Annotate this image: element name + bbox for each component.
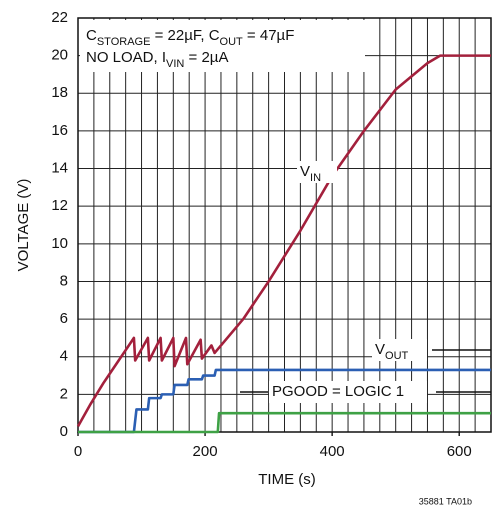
text-part: IN [310, 172, 321, 184]
plot-frame [77, 17, 492, 433]
text-part: OUT [220, 36, 244, 48]
series-label: VIN [300, 163, 321, 184]
text-part: = 22µF, C [150, 27, 219, 44]
series-label: VOUT [375, 341, 409, 362]
y-tick-label: 12 [51, 197, 68, 214]
marks [76, 54, 491, 434]
y-tick-label: 18 [51, 84, 68, 101]
y-tick-label: 14 [51, 160, 68, 177]
y-tick-label: 0 [60, 423, 68, 440]
y-tick-label: 2 [60, 385, 68, 402]
text-part: VIN [166, 58, 184, 70]
series-line [78, 368, 491, 434]
text-part: PGOOD = LOGIC 1 [272, 383, 404, 400]
y-tick-label: 10 [51, 235, 68, 252]
series-line [78, 411, 491, 434]
text-part: = 2µA [184, 49, 228, 66]
text-part: NO LOAD, I [86, 49, 166, 66]
y-tick-label: 20 [51, 47, 68, 64]
y-tick-label: 22 [51, 9, 68, 26]
text-part: OUT [385, 350, 409, 362]
annotation: CSTORAGE = 22µF, COUT = 47µF [86, 27, 294, 48]
label-bg [297, 161, 337, 183]
text-part: V [300, 163, 310, 180]
series-label: PGOOD = LOGIC 1 [272, 383, 404, 400]
text-part: C [86, 27, 97, 44]
text-part: = 47µF [243, 27, 295, 44]
text-part: STORAGE [97, 36, 151, 48]
series-line [76, 54, 491, 427]
footnote: 35881 TA01b [419, 496, 472, 506]
x-tick-label: 0 [74, 443, 82, 460]
y-tick-label: 4 [60, 348, 68, 365]
x-tick-label: 600 [447, 443, 472, 460]
y-tick-label: 16 [51, 122, 68, 139]
annotation-bg [80, 20, 365, 72]
text-part: V [375, 341, 385, 358]
grid: 0 2 4 6 8 10 12 14 16 18 20 22 0 200 400 600 [51, 9, 492, 460]
x-axis-title: TIME (s) [258, 471, 316, 488]
label-bg [269, 381, 427, 403]
y-tick-label: 8 [60, 272, 68, 289]
x-tick-label: 200 [193, 443, 218, 460]
y-tick-label: 6 [60, 310, 68, 327]
annotation: NO LOAD, IVIN = 2µA [86, 49, 228, 70]
x-tick-label: 400 [320, 443, 345, 460]
y-axis-title: VOLTAGE (V) [15, 179, 32, 272]
label-bg [372, 339, 427, 361]
